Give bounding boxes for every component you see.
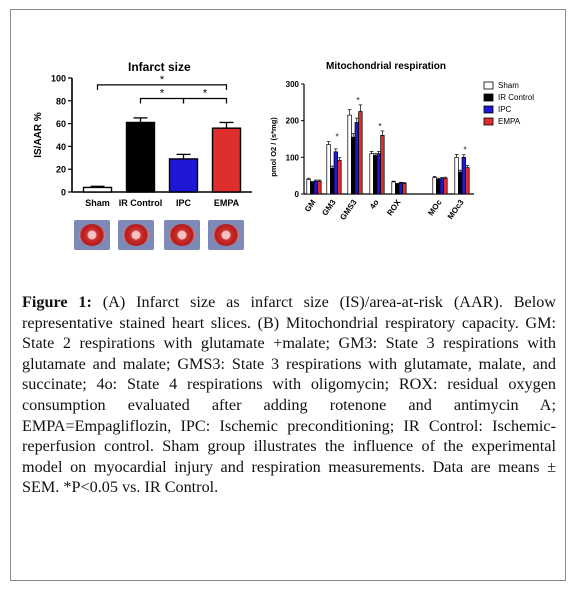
heart-tissue-shape [213, 224, 239, 246]
y-tick-label: 80 [56, 96, 66, 106]
bar-ir-control [125, 121, 156, 193]
y-tick-label: 40 [56, 142, 66, 152]
legend-label: Sham [498, 81, 519, 90]
heart-slice-3 [164, 220, 200, 250]
bar-ipc [168, 158, 199, 193]
bar-gms3-ipc [354, 122, 359, 195]
bar-4o-empa [380, 134, 385, 195]
bar-gm-sham [306, 178, 311, 195]
x-tick-label: GM [303, 198, 318, 214]
y-tick-label: 200 [286, 117, 300, 126]
bar-rox-sham [391, 181, 396, 195]
y-tick-label: 20 [56, 165, 66, 175]
heart-slice-4 [208, 220, 244, 250]
caption-text: (A) Infarct size as infarct size (IS)/ar… [22, 293, 557, 497]
legend-swatch-sham [483, 81, 494, 90]
legend-label: IPC [498, 105, 512, 114]
bar-moc3-ipc [461, 156, 466, 195]
bar-moc-ir-control [436, 178, 441, 195]
y-tick-label: 100 [51, 74, 66, 84]
bar-gm3-empa [337, 159, 342, 195]
bar-moc3-ir-control [458, 171, 463, 195]
significance-bracket [96, 84, 228, 90]
x-tick-label: GM3 [320, 198, 338, 218]
figure-frame [10, 9, 566, 581]
x-tick-label: Sham [85, 198, 110, 208]
x-tick-label: ROX [385, 197, 403, 217]
bar-gms3-empa [358, 111, 363, 195]
bar-gm-ipc [313, 180, 318, 195]
bar-gms3-sham [347, 114, 352, 195]
heart-slices [74, 220, 244, 250]
caption-label: Figure 1: [22, 293, 92, 311]
bar-moc3-empa [465, 167, 470, 195]
y-tick-label: 0 [61, 188, 66, 198]
bar-rox-ipc [398, 182, 403, 195]
legend-label: IR Control [498, 93, 534, 102]
significance-star: * [160, 88, 165, 100]
respiration-chart-title: Mitochondrial respiration [326, 61, 447, 72]
infarct-chart-title: Infarct size [128, 60, 191, 74]
y-tick-label: 60 [56, 119, 66, 129]
heart-tissue-shape [123, 224, 149, 246]
bar-rox-empa [402, 183, 407, 195]
bar-gm-ir-control [310, 181, 315, 195]
bar-moc3-sham [454, 156, 459, 195]
x-tick-label: EMPA [214, 198, 240, 208]
significance-star: * [356, 96, 359, 105]
y-tick-label: 0 [295, 190, 300, 199]
bar-4o-sham [369, 153, 374, 195]
y-axis-label: pmol O2 / (s*mg) [269, 117, 278, 177]
significance-star: * [463, 145, 466, 154]
legend-swatch-empa [483, 117, 494, 126]
heart-tissue-shape [79, 224, 105, 246]
x-tick-label: IR Control [119, 198, 163, 208]
bar-gm3-ipc [333, 151, 338, 195]
figure-caption: Figure 1: (A) Infarct size as infarct si… [22, 292, 556, 498]
heart-tissue-shape [169, 224, 195, 246]
legend-swatch-ir-control [483, 93, 494, 102]
significance-star: * [160, 74, 165, 86]
bar-sham [82, 186, 113, 193]
bar-empa [211, 127, 242, 193]
bar-gm-empa [317, 180, 322, 195]
bar-gm3-ir-control [330, 167, 335, 195]
bar-rox-ir-control [395, 183, 400, 195]
significance-star: * [335, 133, 338, 142]
heart-slice-2 [118, 220, 154, 250]
significance-bracket [182, 97, 228, 104]
x-tick-label: MOc3 [446, 198, 466, 221]
x-tick-label: GMS3 [338, 198, 359, 222]
bar-moc-ipc [439, 178, 444, 195]
bar-4o-ir-control [373, 155, 378, 195]
x-tick-label: IPC [176, 198, 192, 208]
x-tick-label: 4o [368, 198, 381, 211]
x-tick-label: MOc [426, 198, 444, 218]
infarct-size-chart: 0 20 40 60 80 100 IS/AAR % Sham IR Control IPC EMP… [33, 74, 252, 208]
heart-slice-1 [74, 220, 110, 250]
significance-star: * [378, 122, 381, 131]
bar-gm3-sham [326, 144, 331, 195]
bar-4o-ipc [376, 153, 381, 195]
bar-gms3-ir-control [351, 136, 356, 195]
bar-moc-sham [432, 177, 437, 195]
bar-moc-empa [443, 177, 448, 195]
legend-label: EMPA [498, 117, 521, 126]
y-tick-label: 300 [286, 80, 300, 89]
y-axis-label: IS/AAR % [33, 112, 44, 158]
y-tick-label: 100 [286, 153, 300, 162]
legend-swatch-ipc [483, 105, 494, 114]
significance-star: * [203, 88, 208, 100]
mitochondrial-respiration-chart: 0 100 200 300 pmol O2 / (s*mg) GM GM3 GMS3 4o ROX… [269, 80, 534, 222]
